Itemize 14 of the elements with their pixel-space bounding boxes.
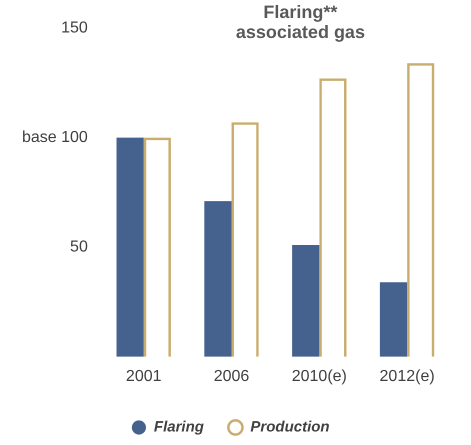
x-tick-label: 2010(e) (292, 368, 347, 385)
chart-title: Flaring** associated gas (236, 2, 365, 42)
x-tick-label: 2001 (126, 368, 162, 385)
bar (116, 138, 144, 357)
y-tick-label: 50 (70, 238, 88, 256)
x-tick-label: 2012(e) (380, 368, 435, 385)
y-tick-label: 150 (61, 19, 88, 36)
bar (380, 282, 408, 357)
bar (292, 245, 320, 357)
legend-label: Flaring (154, 418, 204, 436)
x-tick-label: 2006 (214, 368, 250, 385)
y-tick-label: base 100 (22, 129, 88, 146)
legend-label: Production (250, 418, 330, 436)
bar (204, 201, 232, 357)
